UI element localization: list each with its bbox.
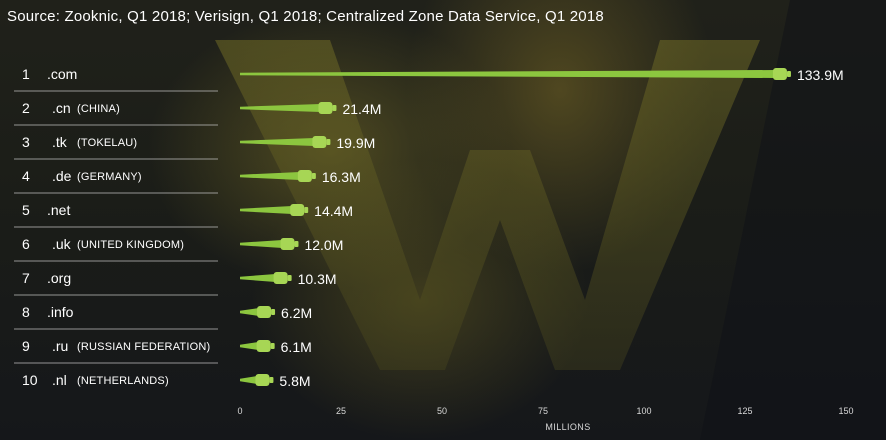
bar-cap [273, 272, 288, 284]
bar [240, 308, 260, 316]
bar-cap [257, 306, 272, 318]
bar-cap [290, 204, 305, 216]
row-rank: 6 [22, 236, 30, 252]
bar-cap-tip [294, 241, 299, 247]
x-tick-label: 150 [838, 406, 853, 416]
bar [240, 274, 276, 282]
x-tick-label: 125 [737, 406, 752, 416]
row-rank: 5 [22, 202, 30, 218]
bar-cap-tip [269, 377, 274, 383]
value-label: 12.0M [304, 237, 343, 253]
source-note: Source: Zooknic, Q1 2018; Verisign, Q1 2… [7, 8, 604, 25]
value-label: 19.9M [336, 135, 375, 151]
value-label: 14.4M [314, 203, 353, 219]
row-tld: .uk [52, 236, 72, 252]
row-country: (NETHERLANDS) [77, 375, 169, 387]
value-label: 10.3M [298, 271, 337, 287]
x-axis-title: MILLIONS [545, 422, 590, 432]
bar-cap-tip [311, 173, 316, 179]
bar-cap [312, 136, 327, 148]
bar [240, 172, 300, 180]
bar [240, 138, 315, 146]
row-rank: 8 [22, 304, 30, 320]
row-country: (CHINA) [77, 103, 120, 115]
value-label: 21.4M [342, 101, 381, 117]
row-country: (RUSSIAN FEDERATION) [77, 341, 210, 353]
value-label: 16.3M [322, 169, 361, 185]
x-tick-label: 50 [437, 406, 447, 416]
bar [240, 70, 775, 78]
row-tld: .info [47, 304, 74, 320]
value-label: 133.9M [797, 67, 844, 83]
x-tick-label: 0 [237, 406, 242, 416]
bar-cap-tip [271, 309, 276, 315]
bar-cap-tip [332, 105, 337, 111]
row-country: (UNITED KINGDOM) [77, 239, 184, 251]
bar-cap [255, 374, 270, 386]
x-tick-label: 100 [636, 406, 651, 416]
bar-cap-tip [270, 343, 275, 349]
bar [240, 206, 293, 214]
x-tick-label: 25 [336, 406, 346, 416]
row-rank: 1 [22, 66, 30, 82]
row-country: (TOKELAU) [77, 137, 137, 149]
x-tick-label: 75 [538, 406, 548, 416]
row-country: (GERMANY) [77, 171, 142, 183]
bar [240, 240, 283, 248]
row-rank: 10 [22, 372, 38, 388]
row-rank: 2 [22, 100, 30, 116]
row-rank: 3 [22, 134, 30, 150]
value-label: 6.1M [281, 339, 312, 355]
row-tld: .de [52, 168, 72, 184]
row-rank: 4 [22, 168, 30, 184]
row-tld: .cn [52, 100, 71, 116]
row-tld: .nl [52, 372, 67, 388]
value-label: 6.2M [281, 305, 312, 321]
bar-cap [297, 170, 312, 182]
row-tld: .org [47, 270, 71, 286]
bar-cap [256, 340, 271, 352]
bar [240, 376, 258, 384]
bar-cap-tip [304, 207, 309, 213]
row-tld: .tk [52, 134, 68, 150]
bar-cap [772, 68, 787, 80]
bar [240, 104, 321, 112]
bar-cap-tip [786, 71, 791, 77]
bar-cap-tip [287, 275, 292, 281]
row-tld: .ru [52, 338, 68, 354]
value-label: 5.8M [279, 373, 310, 389]
bar-cap [280, 238, 295, 250]
row-rank: 9 [22, 338, 30, 354]
bar-cap-tip [326, 139, 331, 145]
row-tld: .com [47, 66, 77, 82]
row-rank: 7 [22, 270, 30, 286]
bar-cap [318, 102, 333, 114]
bar [240, 342, 259, 350]
row-tld: .net [47, 202, 70, 218]
